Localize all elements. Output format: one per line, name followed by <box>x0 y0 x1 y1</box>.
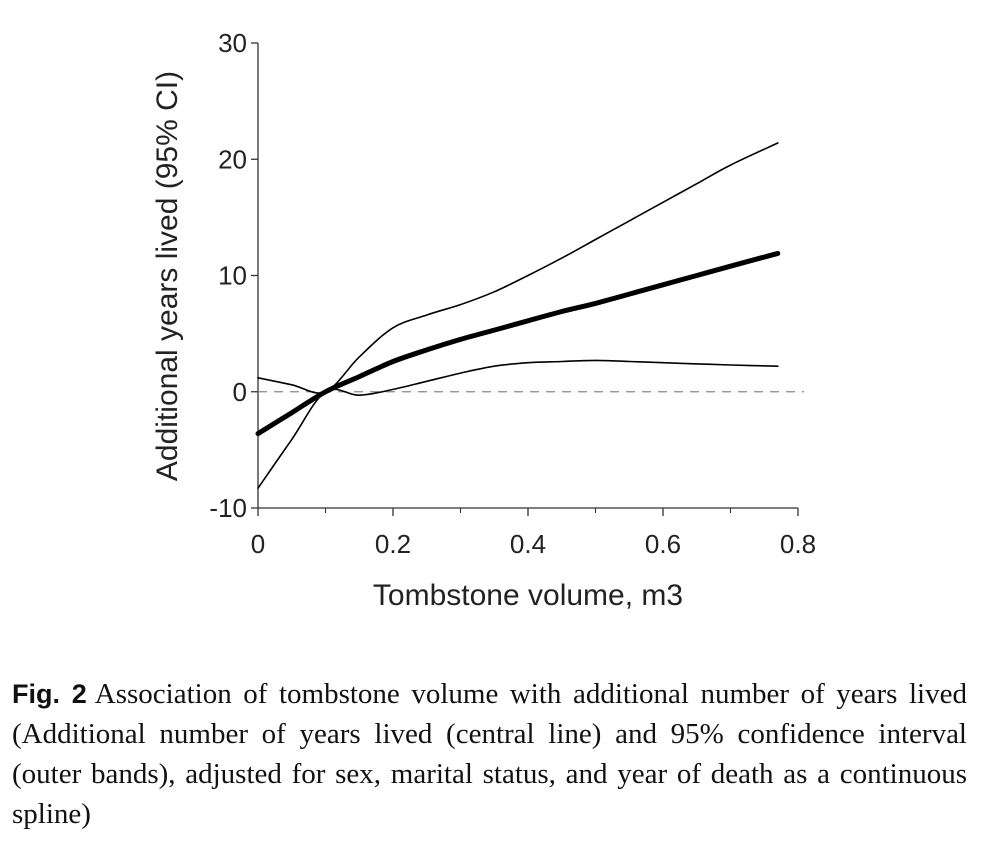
series-line-lower <box>257 359 779 489</box>
y-tick-label: 20 <box>218 144 247 174</box>
y-tick-label: 30 <box>218 28 247 58</box>
y-tick-label: 0 <box>233 377 247 407</box>
y-tick-label: -10 <box>209 493 247 523</box>
x-tick-label: 0 <box>251 529 265 559</box>
series-line-central <box>255 250 781 437</box>
series-line-upper <box>257 142 779 394</box>
y-axis-title: Additional years lived (95% CI) <box>151 71 184 481</box>
y-tick-label: 10 <box>218 261 247 291</box>
x-tick-label: 0.6 <box>645 529 681 559</box>
figure-label: Fig. 2 <box>12 679 87 709</box>
x-axis-title: Tombstone volume, m3 <box>373 579 683 612</box>
x-tick-label: 0.2 <box>375 529 411 559</box>
figure-caption-text: Association of tombstone volume with add… <box>12 678 967 830</box>
x-tick-label: 0.8 <box>780 529 816 559</box>
x-tick-label: 0.4 <box>510 529 546 559</box>
figure-caption: Fig. 2 Association of tombstone volume wi… <box>12 674 967 834</box>
